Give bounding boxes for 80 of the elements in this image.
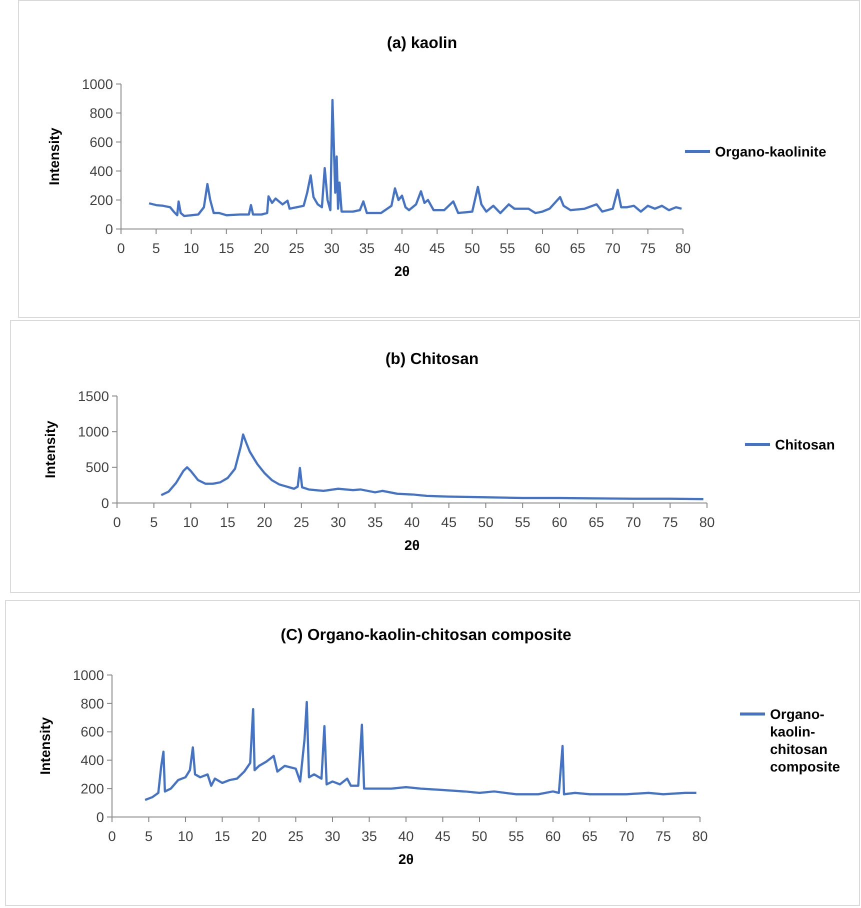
x-tick-label: 50 [472,828,488,844]
y-tick-label: 400 [80,752,104,768]
y-tick-label: 600 [80,724,104,740]
x-tick-label: 60 [552,514,568,530]
chart-title: (a) kaolin [386,35,458,52]
x-tick-label: 45 [434,828,451,844]
y-tick-label: 0 [101,494,110,511]
x-tick-label: 45 [441,514,457,530]
legend-label: Chitosan [775,436,835,452]
y-tick-label: 0 [96,808,104,825]
x-tick-label: 40 [398,828,414,844]
y-axis-title: Intensity [37,717,53,775]
x-tick-label: 60 [545,828,561,844]
y-tick-label: 800 [90,104,114,121]
x-tick-label: 5 [150,514,158,530]
x-tick-label: 65 [582,828,598,844]
y-axis-title: Intensity [46,128,62,186]
y-tick-label: 1000 [78,424,110,440]
x-tick-label: 20 [254,240,270,256]
x-tick-label: 10 [183,240,200,256]
x-tick-label: 5 [152,240,160,256]
x-tick-label: 55 [500,240,516,256]
legend-label: Organo-kaolin-chitosan composite [770,706,840,774]
line-series [148,98,683,218]
x-tick-label: 25 [288,828,304,844]
x-tick-label: 70 [625,514,642,530]
x-tick-label: 20 [256,514,272,530]
x-tick-label: 80 [692,828,708,844]
y-axis-title: Intensity [42,420,58,478]
x-tick-label: 5 [144,828,153,844]
x-tick-label: 25 [294,514,310,530]
x-tick-label: 45 [429,240,446,256]
x-tick-label: 10 [178,828,194,844]
x-tick-label: 65 [588,514,604,530]
x-tick-label: 80 [699,514,715,530]
x-tick-label: 60 [534,240,550,256]
x-tick-label: 40 [404,514,420,530]
x-tick-label: 65 [570,240,586,256]
x-tick-label: 35 [361,828,378,844]
legend-label: Organo-kaolinite [715,143,826,160]
x-tick-label: 80 [675,240,691,256]
x-tick-label: 30 [324,828,340,844]
x-tick-label: 25 [288,240,305,256]
x-tick-label: 10 [182,514,199,530]
x-tick-label: 75 [640,240,656,256]
x-tick-label: 55 [514,514,531,530]
x-axis-title: 2θ [398,851,414,867]
x-tick-label: 40 [394,240,410,256]
y-tick-label: 1000 [82,76,114,92]
x-tick-label: 70 [604,240,621,256]
x-tick-label: 0 [117,240,126,256]
y-tick-label: 400 [90,162,114,179]
y-tick-label: 200 [80,780,104,796]
y-tick-label: 1500 [78,388,110,404]
x-tick-label: 70 [618,828,634,844]
x-tick-label: 15 [218,240,234,256]
x-tick-label: 20 [251,828,267,844]
x-tick-label: 50 [464,240,480,256]
x-tick-label: 50 [478,514,494,530]
line-series [160,433,704,500]
y-tick-label: 0 [105,220,114,237]
x-tick-label: 30 [330,514,346,530]
y-tick-label: 800 [80,695,104,712]
y-tick-label: 500 [86,459,110,476]
x-tick-label: 55 [508,828,524,844]
line-series [144,700,698,802]
x-tick-label: 30 [324,240,340,256]
y-tick-label: 1000 [72,666,104,683]
x-tick-label: 75 [655,828,672,844]
y-tick-label: 200 [90,192,114,208]
x-tick-label: 15 [214,828,230,844]
x-tick-label: 35 [359,240,375,256]
chart-title: (C) Organo-kaolin-chitosan composite [280,627,572,644]
x-tick-label: 35 [367,514,384,530]
x-axis-title: 2θ [394,263,410,279]
x-tick-label: 75 [662,514,678,530]
chart-title: (b) Chitosan [385,351,479,368]
x-tick-label: 15 [220,514,236,530]
y-tick-label: 600 [90,134,114,150]
x-axis-title: 2θ [404,537,420,553]
